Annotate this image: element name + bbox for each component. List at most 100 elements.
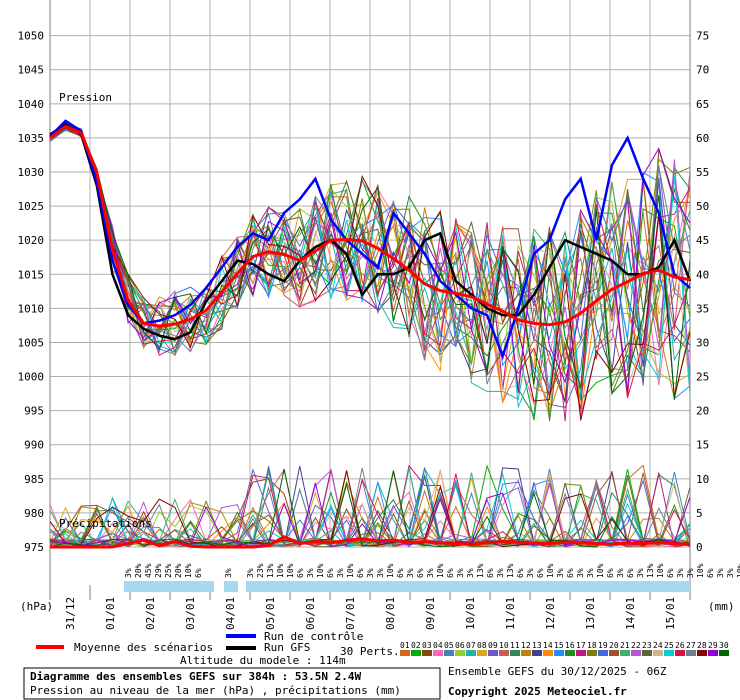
pressure-tick-label: 1005: [18, 336, 45, 349]
member-color-swatch: [719, 650, 729, 656]
prob-percent-label: 3%: [124, 568, 133, 578]
member-color-legend: 01 02 03 04 05 06 07 08 09 10 11 12 13 14 15 16 17 18 19 20…: [400, 641, 729, 656]
member-color-swatch: [422, 650, 432, 656]
member-color-swatch: [708, 650, 718, 656]
precip-tick-label: 0: [696, 541, 703, 554]
member-color-swatch: [532, 650, 542, 656]
member-line: [49, 128, 691, 402]
date-tick-label: 13/01: [584, 597, 597, 630]
member-number-label: 29: [708, 641, 718, 650]
member-line: [49, 122, 691, 408]
member-number-label: 08: [477, 641, 487, 650]
prob-percent-label: 3%: [496, 568, 505, 578]
member-color-swatch: [598, 650, 608, 656]
pressure-tick-label: 1030: [18, 166, 45, 179]
member-color-swatch: [554, 650, 564, 656]
prob-percent-label: 13%: [506, 563, 515, 578]
prob-percent-label: 10%: [546, 563, 555, 578]
prob-percent-label: 13%: [646, 563, 655, 578]
member-line: [49, 125, 691, 393]
prob-percent-label: 6%: [626, 568, 635, 578]
precip-tick-label: 30: [696, 336, 709, 349]
prob-percent-label: 13%: [266, 563, 275, 578]
member-precip-line: [49, 469, 691, 548]
prob-percent-label: 3%: [636, 568, 645, 578]
legend-mean-label: Moyenne des scénarios: [74, 641, 213, 654]
date-tick-label: 11/01: [504, 597, 517, 630]
member-color-swatch: [675, 650, 685, 656]
member-number-label: 15: [554, 641, 564, 650]
member-color-swatch: [697, 650, 707, 656]
precip-tick-label: 55: [696, 166, 709, 179]
pressure-tick-label: 995: [24, 405, 44, 418]
prob-percent-label: 6%: [194, 568, 203, 578]
prob-band-segment: [224, 581, 238, 592]
footer-box: [23, 667, 441, 700]
prob-percent-label: 10%: [736, 563, 740, 578]
prob-percent-label: 3%: [426, 568, 435, 578]
member-number-label: 10: [499, 641, 509, 650]
date-tick-label: 05/01: [264, 597, 277, 630]
prob-percent-label: 3%: [726, 568, 735, 578]
member-number-label: 03: [422, 641, 432, 650]
pressure-tick-label: 1035: [18, 132, 45, 145]
prob-percent-label: 6%: [326, 568, 335, 578]
prob-percent-label: 3%: [466, 568, 475, 578]
member-color-swatch: [455, 650, 465, 656]
prob-percent-label: 6%: [606, 568, 615, 578]
prob-percent-label: 3%: [246, 568, 255, 578]
member-precip-line: [49, 469, 691, 548]
prob-percent-label: 10%: [696, 563, 705, 578]
member-number-label: 07: [466, 641, 476, 650]
prob-percent-label: 13%: [476, 563, 485, 578]
prob-percent-label: 10%: [386, 563, 395, 578]
date-tick-label: 15/01: [664, 597, 677, 630]
prob-percent-label: 3%: [716, 568, 725, 578]
prob-percent-label: 10%: [286, 563, 295, 578]
pressure-axis-ticks: 1050 1045 1040 1035 1030 1025 1020 1015 1010 1005…: [18, 30, 45, 554]
member-number-label: 04: [433, 641, 443, 650]
pressure-tick-label: 1040: [18, 98, 45, 111]
member-color-swatch: [521, 650, 531, 656]
member-color-swatch: [686, 650, 696, 656]
member-color-swatch: [444, 650, 454, 656]
prob-percent-label: 6%: [516, 568, 525, 578]
member-color-swatch: [400, 650, 410, 656]
prob-percent-label: 45%: [144, 563, 153, 578]
legend-gfs-label: Run GFS: [264, 641, 310, 654]
date-tick-label: 02/01: [144, 597, 157, 630]
prob-percent-label: 3%: [616, 568, 625, 578]
member-number-label: 26: [675, 641, 685, 650]
prob-band-segment: [124, 581, 214, 592]
member-number-label: 28: [697, 641, 707, 650]
member-number-label: 09: [488, 641, 498, 650]
prob-percent-label: 6%: [356, 568, 365, 578]
prob-percent-label: 3%: [676, 568, 685, 578]
legend-control-label: Run de contrôle: [264, 630, 363, 643]
prob-percent-label: 6%: [666, 568, 675, 578]
date-tick-label: 08/01: [384, 597, 397, 630]
member-line: [49, 127, 691, 400]
main-series-lines: [49, 119, 692, 549]
prob-percent-label: 20%: [134, 563, 143, 578]
prob-percent-label: 3%: [366, 568, 375, 578]
member-color-swatch: [620, 650, 630, 656]
member-color-swatch: [576, 650, 586, 656]
member-color-swatch: [565, 650, 575, 656]
member-number-label: 05: [444, 641, 454, 650]
pressure-tick-label: 1010: [18, 302, 45, 315]
perturbation-lines: [49, 121, 691, 422]
legend: Moyenne des scénarios Run de contrôle Ru…: [36, 630, 729, 667]
prob-percent-label: 3%: [686, 568, 695, 578]
precip-tick-label: 50: [696, 200, 709, 213]
prob-percent-label: 10%: [316, 563, 325, 578]
prob-percent-label: 29%: [154, 563, 163, 578]
member-number-label: 19: [598, 641, 608, 650]
member-number-label: 21: [620, 641, 630, 650]
member-line: [49, 129, 691, 354]
prob-percent-label: 3%: [576, 568, 585, 578]
member-color-swatch: [587, 650, 597, 656]
member-number-label: 06: [455, 641, 465, 650]
member-number-label: 12: [521, 641, 531, 650]
